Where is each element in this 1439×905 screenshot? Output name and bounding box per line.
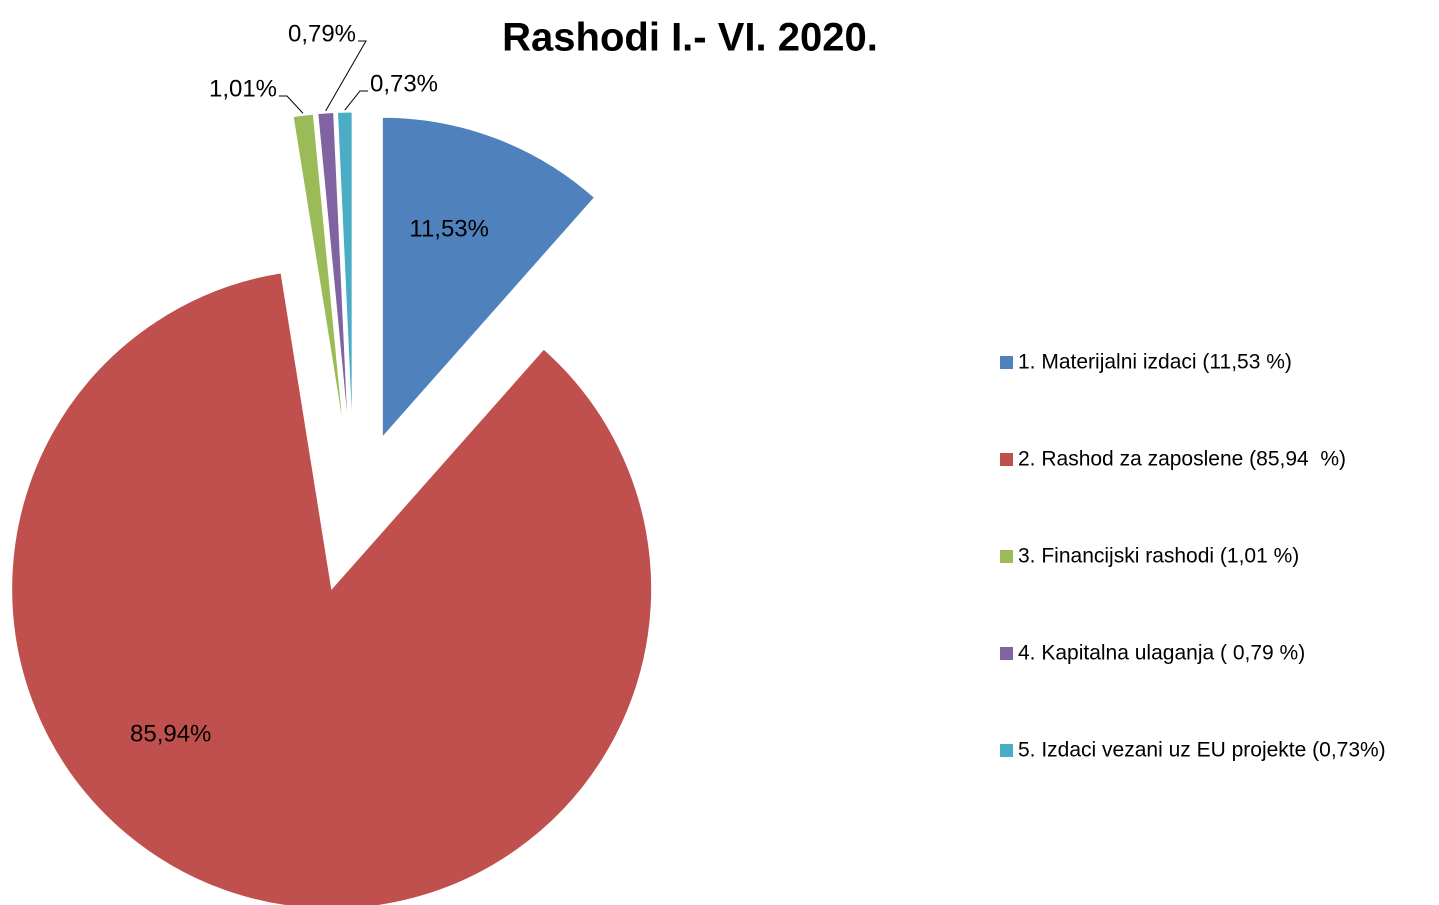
legend-label: 3. Financijski rashodi (1,01 %) xyxy=(1018,545,1299,568)
legend-marker xyxy=(1000,356,1013,369)
leader-line xyxy=(279,95,304,114)
legend-marker xyxy=(1000,744,1013,757)
value-label: 0,79% xyxy=(288,20,356,47)
pie-slice xyxy=(381,116,596,439)
leader-line xyxy=(344,90,368,111)
leader-line xyxy=(325,40,367,112)
legend-label: 4. Kapitalna ulaganja ( 0,79 %) xyxy=(1018,642,1305,665)
pie-slice xyxy=(292,113,345,433)
legend-label: 5. Izdaci vezani uz EU projekte (0,73%) xyxy=(1018,739,1386,762)
legend-label: 2. Rashod za zaposlene (85,94 %) xyxy=(1018,448,1346,471)
pie-slice xyxy=(11,272,653,905)
value-label: 0,73% xyxy=(370,70,438,97)
legend-marker xyxy=(1000,550,1013,563)
pie-slice xyxy=(336,111,353,433)
legend-label: 1. Materijalni izdaci (11,53 %) xyxy=(1018,351,1292,374)
chart-title: Rashodi I.- VI. 2020. xyxy=(502,16,878,60)
value-label: 1,01% xyxy=(209,75,277,102)
value-label: 85,94% xyxy=(130,721,211,748)
legend-marker xyxy=(1000,647,1013,660)
legend-marker xyxy=(1000,453,1013,466)
pie-slice xyxy=(317,112,349,433)
value-label: 11,53% xyxy=(409,215,489,242)
